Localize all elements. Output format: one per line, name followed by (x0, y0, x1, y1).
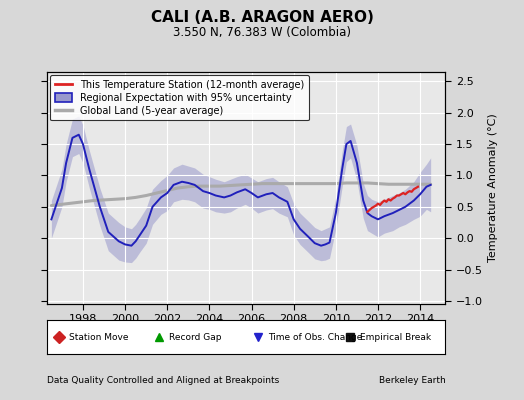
Text: Data Quality Controlled and Aligned at Breakpoints: Data Quality Controlled and Aligned at B… (47, 376, 279, 385)
Text: Record Gap: Record Gap (169, 332, 221, 342)
Y-axis label: Temperature Anomaly (°C): Temperature Anomaly (°C) (488, 114, 498, 262)
Text: Station Move: Station Move (69, 332, 128, 342)
Legend: This Temperature Station (12-month average), Regional Expectation with 95% uncer: This Temperature Station (12-month avera… (50, 75, 309, 120)
Text: Empirical Break: Empirical Break (360, 332, 431, 342)
Text: 3.550 N, 76.383 W (Colombia): 3.550 N, 76.383 W (Colombia) (173, 26, 351, 39)
Text: CALI (A.B. ARAGON AERO): CALI (A.B. ARAGON AERO) (150, 10, 374, 25)
Text: Time of Obs. Change: Time of Obs. Change (268, 332, 363, 342)
Text: Berkeley Earth: Berkeley Earth (379, 376, 445, 385)
